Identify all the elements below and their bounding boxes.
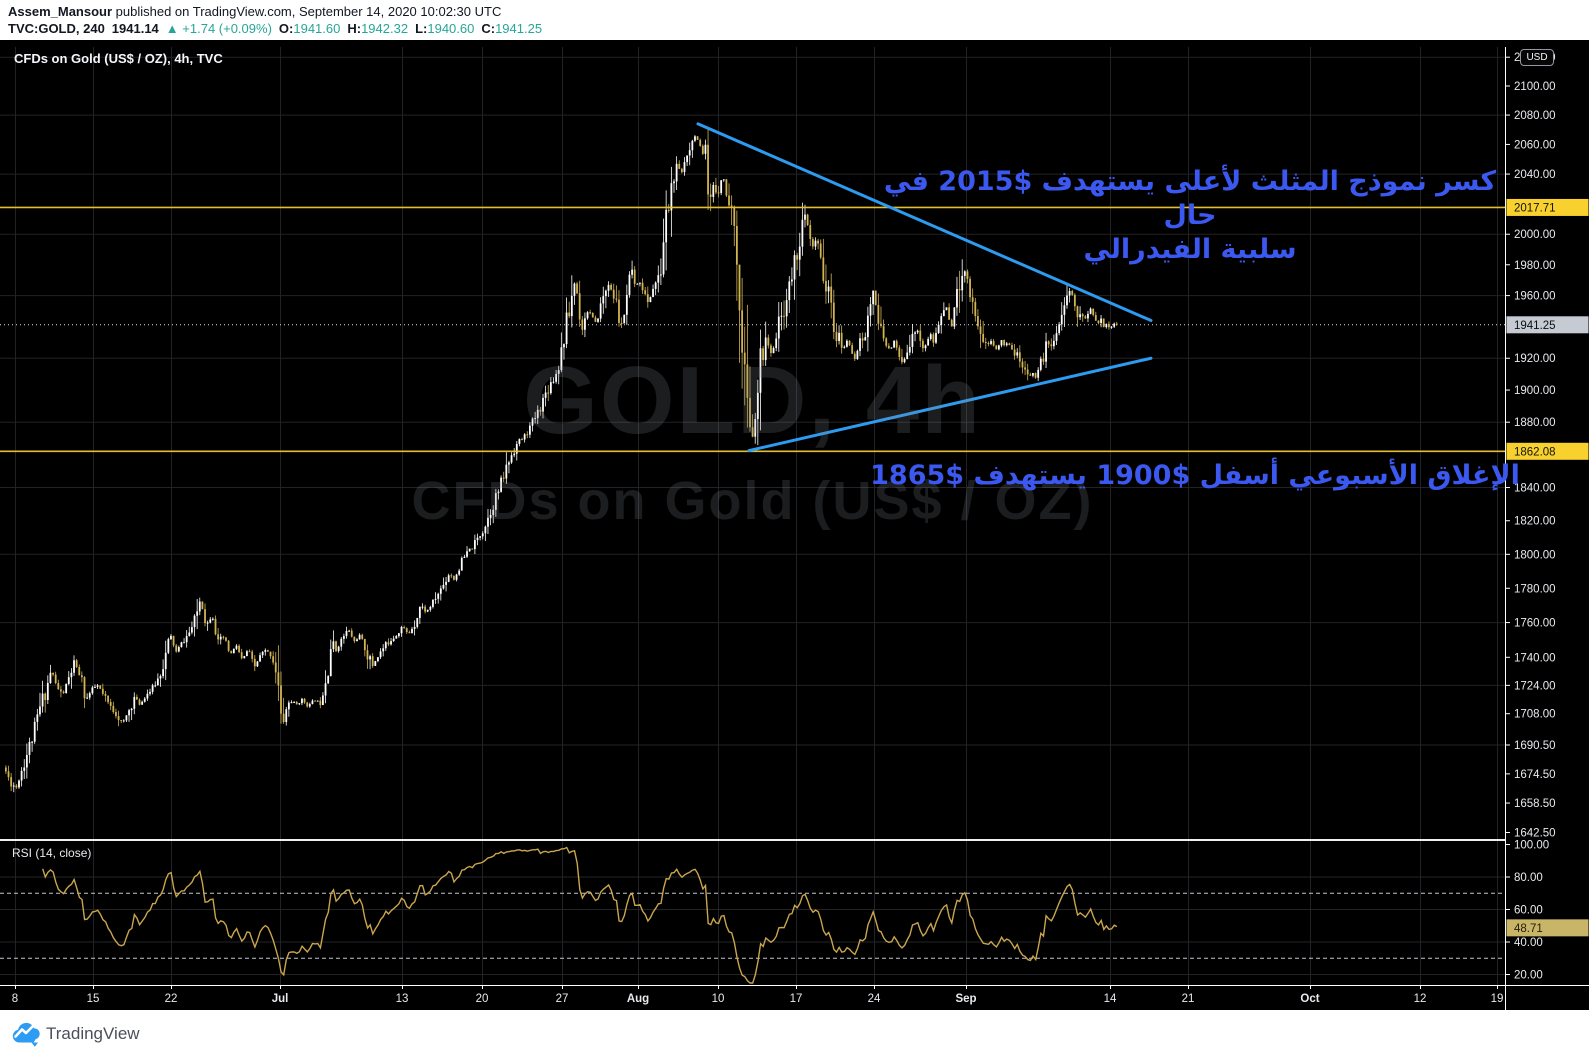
svg-text:1941.25: 1941.25 [1514,320,1556,332]
svg-text:13: 13 [396,993,409,1005]
price-change: ▲ +1.74 (+0.09%) [165,21,272,36]
level-price-label: 1862.08 [1506,442,1589,460]
svg-text:1674.50: 1674.50 [1514,769,1556,781]
svg-text:1820.00: 1820.00 [1514,516,1556,528]
svg-text:2017.71: 2017.71 [1514,202,1556,214]
last-price: 1941.14 [111,21,159,36]
svg-text:2080.00: 2080.00 [1514,110,1556,122]
svg-text:20: 20 [476,993,489,1005]
rsi-indicator-label[interactable]: RSI (14, close) [12,846,92,860]
svg-text:15: 15 [87,993,100,1005]
svg-text:24: 24 [868,993,881,1005]
svg-text:14: 14 [1104,993,1117,1005]
svg-text:17: 17 [790,993,803,1005]
svg-text:1642.50: 1642.50 [1514,827,1556,839]
annotation-weekly-close[interactable]: الإغلاق الأسبوعي أسفل $1900 يستهدف $1865 [870,460,1520,491]
publication-info: published on TradingView.com, September … [112,4,502,19]
high-value: 1942.32 [361,21,409,36]
level-price-label: 2017.71 [1506,198,1589,216]
svg-text:1708.00: 1708.00 [1514,709,1556,721]
svg-text:10: 10 [712,993,725,1005]
svg-text:1658.50: 1658.50 [1514,798,1556,810]
svg-text:Jul: Jul [272,993,289,1005]
svg-text:40.00: 40.00 [1514,937,1543,949]
svg-text:1840.00: 1840.00 [1514,483,1556,495]
rsi-series-line [42,846,1118,984]
last-price-label: 1941.25 [1506,316,1589,334]
time-axis-labels: 8 15 22 Jul 13 20 27 Aug 10 17 24 Sep 14 21 Oct 12 19 [12,985,1504,1005]
rsi-value-label: 48.71 [1506,919,1589,937]
svg-text:2040.00: 2040.00 [1514,169,1556,181]
author-name: Assem_Mansour [8,4,113,19]
chart-area[interactable]: 2120.002100.002080.002060.002040.002000.… [0,40,1589,1010]
time-axis[interactable] [0,985,1505,1010]
svg-text:8: 8 [12,993,18,1005]
tradingview-brand-text[interactable]: TradingView [46,1024,140,1043]
svg-text:Sep: Sep [955,993,976,1005]
svg-text:48.71: 48.71 [1514,923,1543,935]
svg-text:60.00: 60.00 [1514,905,1543,917]
annotation-line: سلبية الفيدرالي [1083,234,1297,265]
svg-text:1880.00: 1880.00 [1514,417,1556,429]
svg-text:100.00: 100.00 [1514,840,1549,852]
publication-header: Assem_Mansour published on TradingView.c… [0,0,1589,40]
trendline [747,356,1153,453]
close-value: 1941.25 [495,21,543,36]
symbol-status-line: TVC:GOLD, 240 1941.14 ▲ +1.74 (+0.09%) O:19… [8,21,542,36]
svg-text:1980.00: 1980.00 [1514,260,1556,272]
candlestick-series [5,128,1118,793]
svg-text:12: 12 [1414,993,1427,1005]
svg-text:80.00: 80.00 [1514,872,1543,884]
price-chart-canvas[interactable]: 2120.002100.002080.002060.002040.002000.… [0,40,1589,1010]
svg-text:21: 21 [1182,993,1195,1005]
high-label: H: [347,21,362,36]
low-label: L: [415,21,428,36]
svg-text:1800.00: 1800.00 [1514,549,1556,561]
svg-text:1920.00: 1920.00 [1514,353,1556,365]
svg-text:1900.00: 1900.00 [1514,385,1556,397]
publication-line: Assem_Mansour published on TradingView.c… [8,4,501,19]
svg-text:2060.00: 2060.00 [1514,139,1556,151]
gridlines [0,47,1505,985]
svg-text:Oct: Oct [1300,993,1319,1005]
tradingview-logo-icon[interactable] [11,1021,41,1047]
currency-unit-button[interactable]: USD [1520,49,1554,66]
svg-text:1960.00: 1960.00 [1514,291,1556,303]
watermark-symbol: GOLD, 4h [523,347,982,454]
svg-text:1740.00: 1740.00 [1514,652,1556,664]
close-label: C: [481,21,496,36]
svg-text:22: 22 [165,993,178,1005]
svg-text:27: 27 [556,993,569,1005]
svg-text:1724.00: 1724.00 [1514,680,1556,692]
svg-text:1760.00: 1760.00 [1514,618,1556,630]
open-value: 1941.60 [293,21,341,36]
chart-legend-title[interactable]: CFDs on Gold (US$ / OZ), 4h, TVC [14,51,223,66]
svg-text:20.00: 20.00 [1514,970,1543,982]
trendline [696,122,1153,323]
watermark-description: CFDs on Gold (US$ / OZ) [411,471,1094,531]
annotation-triangle-breakout[interactable]: كسر نموذج المثلث لأعلى يستهدف $2015 في ح… [860,165,1520,267]
svg-text:1862.08: 1862.08 [1514,446,1556,458]
svg-text:Aug: Aug [627,993,649,1005]
price-axis[interactable] [1506,47,1589,985]
footer-bar: TradingView [0,1010,1589,1058]
svg-text:2100.00: 2100.00 [1514,81,1556,93]
svg-text:2000.00: 2000.00 [1514,229,1556,241]
svg-text:1690.50: 1690.50 [1514,740,1556,752]
svg-text:19: 19 [1491,993,1504,1005]
open-label: O: [278,21,294,36]
annotation-line: كسر نموذج المثلث لأعلى يستهدف $2015 في ح… [883,166,1497,231]
low-value: 1940.60 [427,21,475,36]
svg-text:1780.00: 1780.00 [1514,583,1556,595]
symbol-name: TVC:GOLD, 240 [8,21,105,36]
